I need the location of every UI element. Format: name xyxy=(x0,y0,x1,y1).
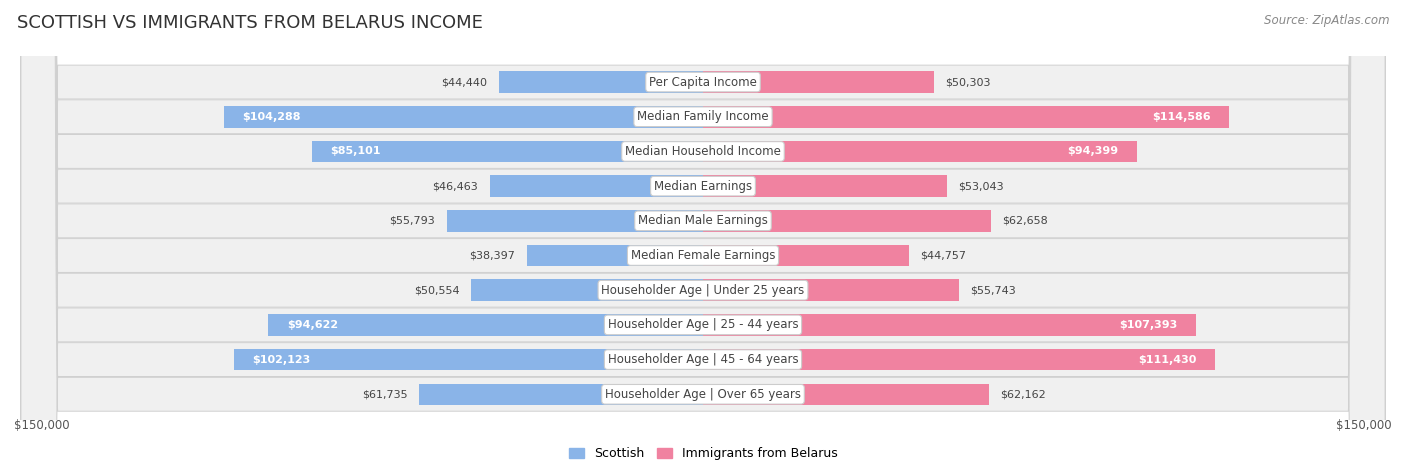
Text: $50,554: $50,554 xyxy=(413,285,460,295)
Text: Per Capita Income: Per Capita Income xyxy=(650,76,756,89)
Text: $102,123: $102,123 xyxy=(252,354,311,365)
Bar xyxy=(703,176,946,197)
Text: $104,288: $104,288 xyxy=(242,112,301,122)
FancyBboxPatch shape xyxy=(21,0,1385,467)
Bar xyxy=(703,245,908,266)
Bar xyxy=(471,279,703,301)
FancyBboxPatch shape xyxy=(21,0,1385,467)
Bar xyxy=(233,349,703,370)
Text: $85,101: $85,101 xyxy=(330,147,381,156)
Text: Householder Age | 45 - 64 years: Householder Age | 45 - 64 years xyxy=(607,353,799,366)
Text: $94,399: $94,399 xyxy=(1067,147,1118,156)
Text: $44,757: $44,757 xyxy=(920,250,966,261)
Bar xyxy=(703,106,1229,127)
Text: $111,430: $111,430 xyxy=(1137,354,1197,365)
Bar xyxy=(703,314,1197,336)
Text: $114,586: $114,586 xyxy=(1153,112,1211,122)
FancyBboxPatch shape xyxy=(21,0,1385,467)
Bar xyxy=(527,245,703,266)
Text: $150,000: $150,000 xyxy=(14,419,70,432)
Bar xyxy=(703,349,1215,370)
Text: $38,397: $38,397 xyxy=(470,250,515,261)
Text: Median Female Earnings: Median Female Earnings xyxy=(631,249,775,262)
Bar xyxy=(269,314,703,336)
Text: $61,735: $61,735 xyxy=(363,389,408,399)
Text: $53,043: $53,043 xyxy=(957,181,1004,191)
FancyBboxPatch shape xyxy=(21,0,1385,467)
Text: Source: ZipAtlas.com: Source: ZipAtlas.com xyxy=(1264,14,1389,27)
FancyBboxPatch shape xyxy=(21,0,1385,467)
Text: Median Earnings: Median Earnings xyxy=(654,180,752,192)
Text: SCOTTISH VS IMMIGRANTS FROM BELARUS INCOME: SCOTTISH VS IMMIGRANTS FROM BELARUS INCO… xyxy=(17,14,482,32)
Text: $55,743: $55,743 xyxy=(970,285,1017,295)
Legend: Scottish, Immigrants from Belarus: Scottish, Immigrants from Belarus xyxy=(564,442,842,465)
Text: Median Male Earnings: Median Male Earnings xyxy=(638,214,768,227)
Bar xyxy=(703,279,959,301)
Text: Median Family Income: Median Family Income xyxy=(637,110,769,123)
Text: $62,658: $62,658 xyxy=(1002,216,1047,226)
Text: $94,622: $94,622 xyxy=(287,320,337,330)
Text: Householder Age | Under 25 years: Householder Age | Under 25 years xyxy=(602,284,804,297)
Bar xyxy=(447,210,703,232)
Bar xyxy=(703,71,934,93)
FancyBboxPatch shape xyxy=(21,0,1385,467)
Bar xyxy=(703,210,991,232)
Bar xyxy=(224,106,703,127)
Bar xyxy=(489,176,703,197)
Bar xyxy=(703,383,988,405)
Text: Householder Age | Over 65 years: Householder Age | Over 65 years xyxy=(605,388,801,401)
FancyBboxPatch shape xyxy=(21,0,1385,467)
Text: $50,303: $50,303 xyxy=(945,77,991,87)
FancyBboxPatch shape xyxy=(21,0,1385,467)
Bar xyxy=(499,71,703,93)
Text: Householder Age | 25 - 44 years: Householder Age | 25 - 44 years xyxy=(607,318,799,332)
Bar xyxy=(419,383,703,405)
Text: $150,000: $150,000 xyxy=(1336,419,1392,432)
Bar xyxy=(312,141,703,162)
Text: $55,793: $55,793 xyxy=(389,216,436,226)
Text: $62,162: $62,162 xyxy=(1000,389,1046,399)
Text: Median Household Income: Median Household Income xyxy=(626,145,780,158)
Text: $46,463: $46,463 xyxy=(433,181,478,191)
Bar xyxy=(703,141,1136,162)
Text: $44,440: $44,440 xyxy=(441,77,488,87)
FancyBboxPatch shape xyxy=(21,0,1385,467)
FancyBboxPatch shape xyxy=(21,0,1385,467)
Text: $107,393: $107,393 xyxy=(1119,320,1178,330)
